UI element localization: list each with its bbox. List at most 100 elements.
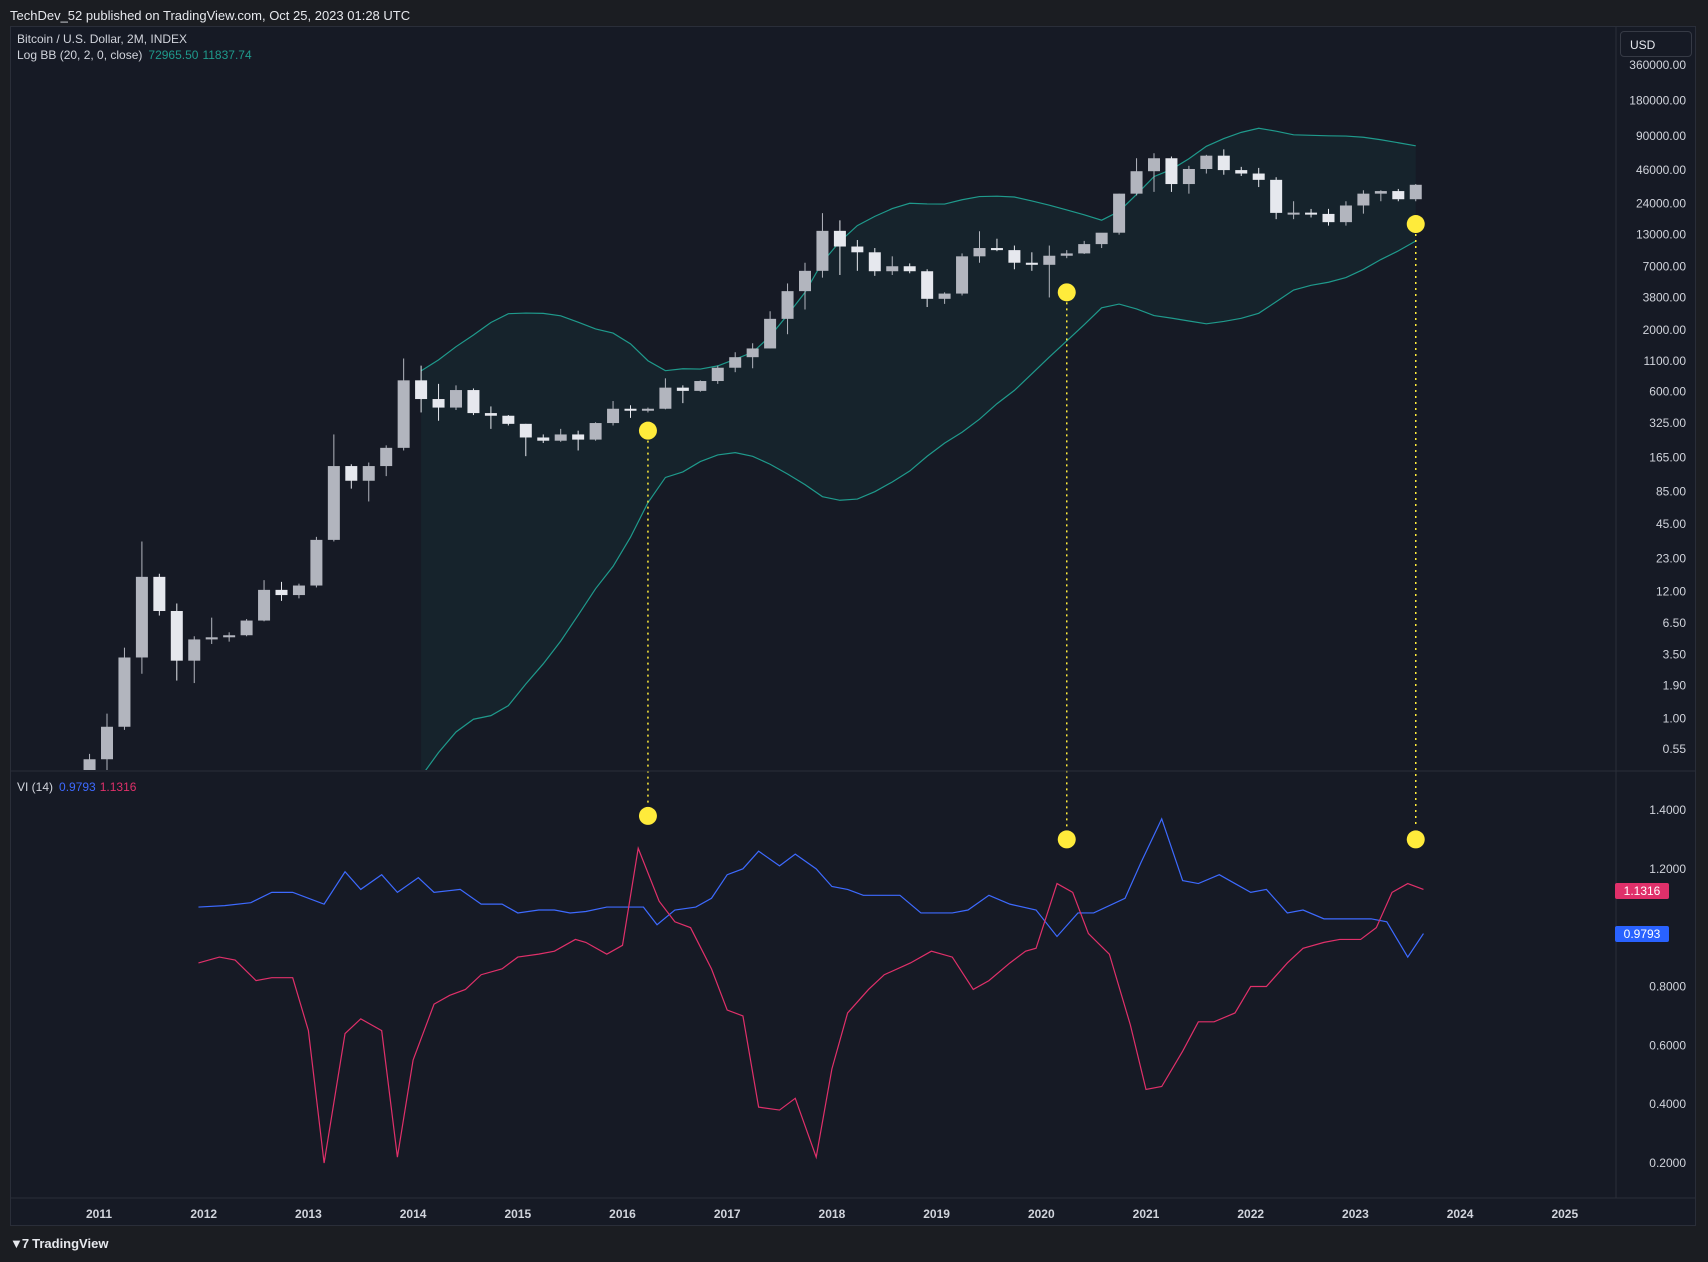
price-marker-dot [1057,283,1076,302]
vi-plus-tag: 0.9793 [1615,926,1669,942]
candle-body [1043,255,1056,265]
candle-body [816,230,829,271]
vi-axis-label: 0.6000 [1649,1038,1686,1052]
price-axis-label: 2000.00 [1643,323,1687,337]
price-axis-label: 3800.00 [1643,290,1687,304]
candle-body [956,256,969,294]
axis-layer: 360000.00 180000.00 90000.00 46000.00 24000.… [11,27,1696,1221]
time-axis-label: 2025 [1551,1207,1578,1221]
candle-body [676,387,689,391]
candle-body [886,266,899,272]
candle-body [1357,193,1370,206]
price-marker-dot [1406,215,1425,234]
candle-body [1287,212,1300,215]
candle-body [1235,170,1248,174]
candle-body [554,434,567,441]
candle-body [729,357,742,368]
price-axis-label: 0.55 [1663,742,1687,756]
price-axis-label: 46000.00 [1636,163,1686,177]
time-axis-label: 2013 [295,1207,322,1221]
price-axis-label: 360000.00 [1629,58,1686,72]
bb-legend[interactable]: Log BB (20, 2, 0, close) 72965.50 11837.74 [17,48,252,62]
candle-body [484,413,497,416]
price-marker-dot [638,421,657,440]
time-axis-label: 2016 [609,1207,636,1221]
bollinger-band-fill [421,128,1416,770]
candle-body [1252,173,1265,180]
candle-body [519,423,532,438]
candle-body [292,585,305,596]
vi-axis-label: 1.4000 [1649,803,1686,817]
time-axis-label: 2021 [1133,1207,1160,1221]
candle-body [746,348,759,358]
time-axis-label: 2020 [1028,1207,1055,1221]
price-axis-label: 7000.00 [1643,259,1687,273]
candle-body [659,387,672,409]
candle-body [1339,205,1352,223]
candle-body [990,248,1003,251]
candle-body [1113,193,1126,233]
time-axis-label: 2018 [819,1207,846,1221]
time-axis-label: 2012 [190,1207,217,1221]
bb-lower-value: 11837.74 [202,48,252,62]
currency-button[interactable]: USD [1620,31,1692,57]
candle-body [938,293,951,299]
candle-body [764,318,777,349]
candle-body [118,657,131,727]
symbol-legend[interactable]: Bitcoin / U.S. Dollar, 2M, INDEX [17,32,187,46]
candle-body [1182,168,1195,185]
time-axis-label: 2024 [1447,1207,1474,1221]
candle-body [607,408,620,424]
price-axis-label: 13000.00 [1636,228,1686,242]
candle-body [188,639,201,661]
candle-body [101,726,113,760]
price-axis-label: 85.00 [1656,485,1686,499]
candle-body [1148,158,1160,172]
time-axis-label: 2019 [923,1207,950,1221]
candle-body [83,759,96,770]
candle-body [694,381,707,391]
vi-minus-tag: 1.1316 [1615,883,1669,899]
vi-axis-label: 0.8000 [1649,980,1686,994]
candle-body [397,380,410,448]
price-axis-label: 165.00 [1649,451,1686,465]
marker-layer [638,215,1425,849]
price-axis-label: 1.00 [1663,711,1687,725]
candle-body [1200,155,1213,169]
candle-body [467,390,480,414]
time-axis-label: 2014 [400,1207,427,1221]
candle-body [275,589,288,596]
candle-body [572,434,585,440]
symbol-name: Bitcoin / U.S. Dollar, 2M, INDEX [17,32,188,46]
bb-label: Log BB (20, 2, 0, close) [17,48,143,62]
footer-brand[interactable]: ▼7 TradingView [10,1236,108,1251]
candle-body [362,466,375,481]
candle-body [1095,232,1108,245]
candle-body [327,466,340,540]
vi-layer [198,817,1424,1164]
price-axis-label: 3.50 [1663,647,1687,661]
vi-marker-dot [638,806,657,825]
candle-body [903,266,916,272]
footer-brand-label: TradingView [32,1236,109,1251]
candle-body [1374,191,1387,194]
candle-body [170,610,183,661]
price-axis-label: 90000.00 [1636,129,1686,143]
candle-body [537,437,550,441]
vi-axis-label: 1.2000 [1649,862,1686,876]
bb-upper-value: 72965.50 [148,48,199,62]
candle-body [973,248,986,257]
candle-body [1130,171,1143,194]
candle-body [1217,155,1230,171]
candle-body [624,408,637,411]
candle-body [240,620,253,636]
candle-body [1322,213,1335,223]
bollinger-band-layer [420,127,1417,770]
vi-legend[interactable]: VI (14) 0.9793 1.1316 [17,780,136,794]
price-axis-label: 45.00 [1656,517,1686,531]
candle-body [1008,250,1021,263]
bollinger-upper-line [420,127,1416,372]
candle-body [711,367,724,382]
candle-body [1078,244,1091,254]
